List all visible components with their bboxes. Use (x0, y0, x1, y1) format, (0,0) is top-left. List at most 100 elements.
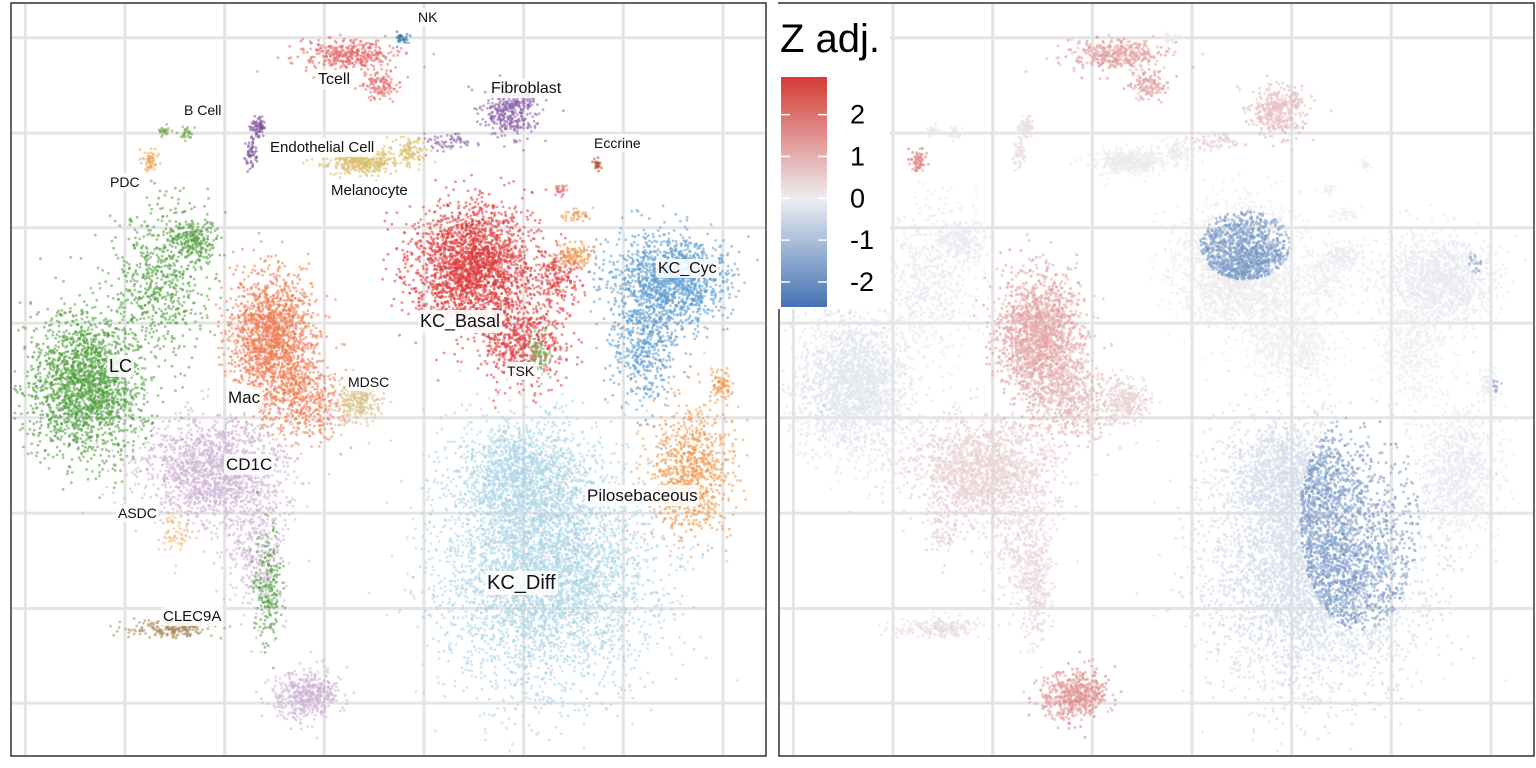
cell-point (400, 47, 403, 50)
cell-point (309, 40, 312, 43)
cell-point (515, 141, 518, 144)
cell-point (522, 100, 525, 103)
cell-point (490, 105, 493, 108)
cell-point (511, 111, 514, 114)
cell-point (504, 134, 507, 137)
cell-point (360, 62, 363, 65)
cell-point (520, 115, 523, 118)
cell-point (509, 105, 512, 108)
cell-point (397, 40, 400, 43)
cell-point (519, 101, 522, 104)
cell-point (384, 35, 387, 38)
cell-point (479, 107, 482, 110)
cell-point (328, 53, 331, 56)
cell-point (323, 64, 326, 67)
cell-point (362, 51, 365, 54)
cell-point (365, 88, 368, 91)
cell-point (354, 87, 357, 90)
cell-point (529, 126, 532, 129)
cell-point (486, 107, 489, 110)
cell-point (531, 115, 534, 118)
cell-point (362, 44, 365, 47)
cell-point (498, 114, 501, 117)
cell-point (521, 118, 524, 121)
cell-point (369, 83, 372, 86)
cell-point (339, 50, 342, 53)
cell-point (366, 84, 369, 87)
cell-point (312, 61, 315, 64)
cell-point (359, 85, 362, 88)
cell-point (517, 127, 520, 130)
cell-point (341, 65, 344, 68)
cell-point (382, 89, 385, 92)
cell-point (380, 79, 383, 82)
cell-point (339, 53, 342, 56)
cell-point (544, 140, 547, 143)
cell-point (518, 139, 521, 142)
cell-point (392, 88, 395, 91)
cell-point (308, 61, 311, 64)
cell-point (481, 109, 484, 112)
cell-point (500, 128, 503, 131)
cell-point (499, 118, 502, 121)
cell-point (522, 123, 525, 126)
cell-point (314, 66, 317, 69)
cell-point (359, 58, 362, 61)
cell-point (334, 46, 337, 49)
cell-point (256, 70, 259, 73)
cell-point (491, 102, 494, 105)
cell-point (531, 104, 534, 107)
cell-point (315, 49, 318, 52)
cell-point (342, 40, 345, 43)
cell-point (373, 79, 376, 82)
cell-point (375, 57, 378, 60)
cell-point (373, 68, 376, 71)
cell-point (318, 44, 321, 47)
cell-point (316, 53, 319, 56)
cell-point (530, 130, 533, 133)
cell-point (511, 117, 514, 120)
cell-point (378, 60, 381, 63)
cell-point (392, 47, 395, 50)
cell-point (490, 116, 493, 119)
cell-point (335, 41, 338, 44)
cell-point (387, 52, 390, 55)
cell-point (513, 103, 516, 106)
cell-point (487, 113, 490, 116)
cell-point (367, 42, 370, 45)
cell-point (520, 125, 523, 128)
cell-point (423, 66, 426, 69)
cell-point (378, 46, 381, 49)
cell-point (535, 114, 538, 117)
cell-point (390, 78, 393, 81)
cell-point (487, 99, 490, 102)
cell-point (336, 55, 339, 58)
cell-point (367, 53, 370, 56)
cell-point (329, 36, 332, 39)
cell-point (402, 38, 405, 41)
cell-point (490, 111, 493, 114)
cell-point (398, 81, 401, 84)
cell-point (503, 145, 506, 148)
cell-point (496, 136, 499, 139)
cell-point (339, 34, 342, 37)
cell-point (432, 53, 435, 56)
cell-point (509, 127, 512, 130)
cell-point (319, 47, 322, 50)
cell-point (503, 108, 506, 111)
cell-point (350, 39, 353, 42)
cell-point (396, 46, 399, 49)
cell-point (385, 56, 388, 59)
cell-point (397, 37, 400, 40)
cell-point (369, 91, 372, 94)
cell-point (363, 74, 366, 77)
cell-point (383, 76, 386, 79)
cell-point (360, 40, 363, 43)
cell-point (368, 46, 371, 49)
cell-point (369, 99, 372, 102)
cell-point (487, 124, 490, 127)
cell-point (364, 48, 367, 51)
cell-point (484, 91, 487, 94)
cell-point (352, 46, 355, 49)
cell-point (348, 55, 351, 58)
